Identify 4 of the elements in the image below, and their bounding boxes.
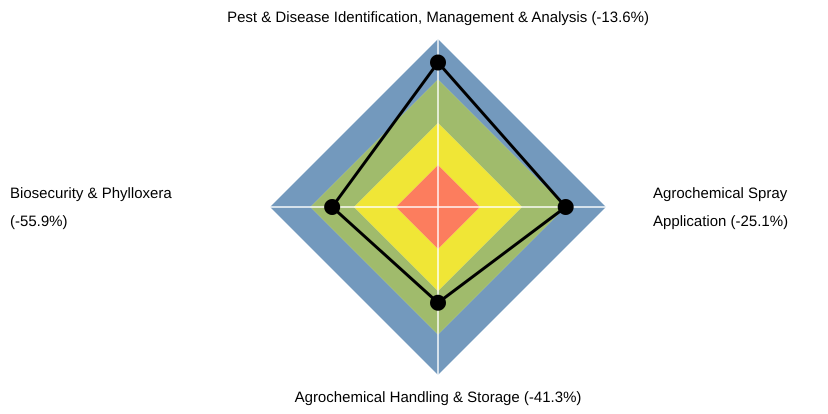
spoke-label: Agrochemical Handling & Storage (-41.3%) <box>294 389 582 406</box>
spoke-label: Pest & Disease Identification, Management & Analysis (-13.6%) <box>227 9 649 26</box>
spoke-label: Biosecurity & Phylloxera (-55.9%) <box>10 185 172 230</box>
spoke-label: Agrochemical Spray Application (-25.1%) <box>653 185 788 230</box>
